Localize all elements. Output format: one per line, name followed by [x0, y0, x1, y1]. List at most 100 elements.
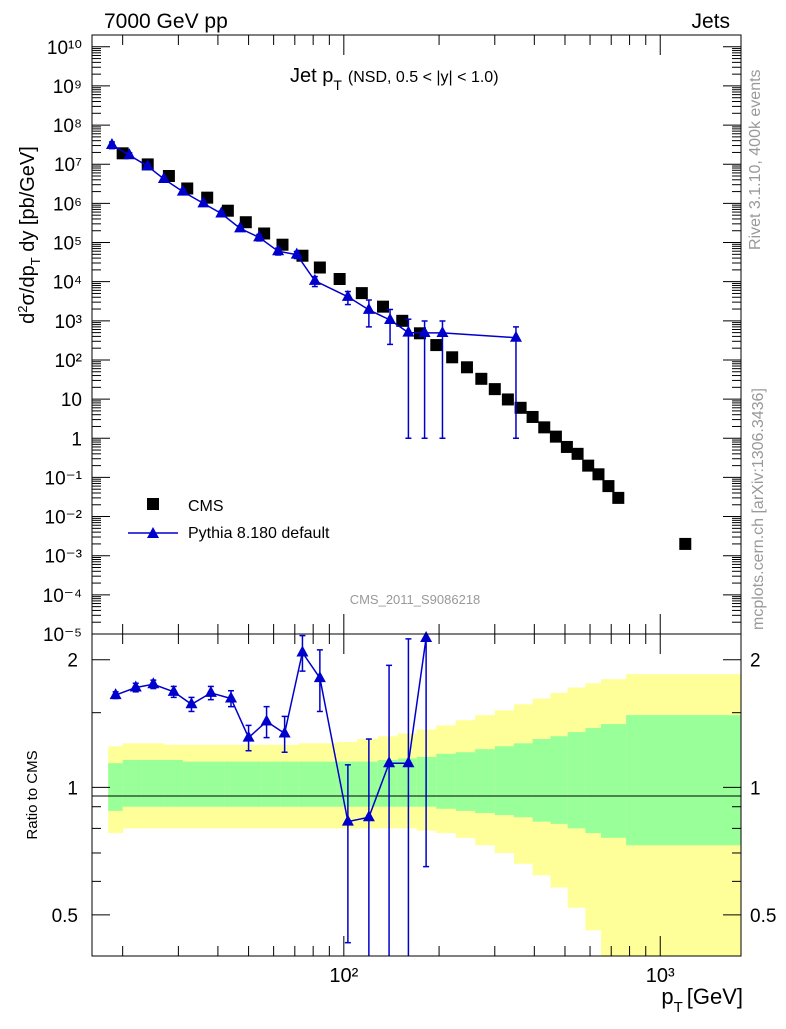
cms-point	[396, 314, 409, 327]
y-tick-label: 10⁻¹	[45, 468, 83, 489]
inner-band-bin	[626, 715, 742, 846]
y-tick-label: 10⁷	[54, 155, 82, 176]
cms-point	[582, 459, 595, 472]
inner-band-bin	[356, 761, 379, 807]
inner-band-bin	[397, 758, 418, 807]
x-axis-label: pT [GeV]	[661, 984, 743, 1016]
ratio-point	[313, 671, 326, 683]
inner-band-bin	[182, 761, 204, 807]
pythia-point	[362, 302, 375, 314]
ratio-point	[167, 684, 180, 696]
inner-band-bin	[203, 761, 226, 807]
ratio-point	[278, 726, 291, 738]
cms-point	[355, 287, 368, 300]
inner-band-bin	[242, 761, 263, 807]
pythia-point	[157, 171, 170, 183]
pythia-point	[402, 325, 415, 337]
y-tick-label: 10³	[55, 312, 82, 333]
inner-band-bin	[532, 739, 552, 822]
y-tick-label: 10⁻⁴	[43, 586, 82, 607]
ratio-y-tick-label-right: 1	[750, 778, 761, 799]
inner-band-bin	[436, 753, 457, 809]
inner-band-bin	[298, 761, 318, 807]
y-tick-label: 10⁶	[53, 194, 82, 215]
inner-band-bin	[108, 763, 124, 811]
cms-point	[333, 273, 346, 286]
y-axis-label: d2σ/dpT dy [pb/GeV]	[15, 146, 43, 324]
legend[interactable]: CMS Pythia 8.180 default	[128, 498, 330, 542]
cms-point	[592, 468, 605, 481]
ratio-point	[109, 688, 122, 700]
cms-point	[446, 351, 459, 364]
cms-point	[549, 430, 562, 443]
ratio-point	[383, 756, 396, 768]
y-tick-label: 10	[61, 390, 82, 411]
cms-point	[501, 393, 514, 406]
svg-text:Jet pT(NSD, 0.5 < |y| < 1.0): Jet pT (NSD, 0.5 < |y| < 1.0)	[290, 65, 499, 93]
cms-point	[475, 372, 488, 385]
inner-band-bin	[455, 752, 476, 811]
ratio-uncertainty-bands	[108, 674, 742, 956]
pythia-point	[253, 230, 266, 242]
inner-band-bin	[585, 728, 602, 834]
cms-point	[560, 440, 573, 453]
series-pythia	[105, 137, 522, 440]
pythia-point	[272, 244, 285, 256]
ratio-y-tick-label: 2	[67, 651, 78, 672]
legend-pythia-marker	[147, 527, 159, 538]
ratio-point	[225, 691, 238, 703]
main-axis-ticks: 10¹⁰ 10⁹ 10⁸ 10⁷ 10⁶ 10⁵ 10⁴ 10³ 10² 10 1 10⁻¹ 10⁻² 1…	[43, 35, 741, 646]
y-tick-label: 10⁻³	[45, 547, 83, 568]
legend-pythia-label: Pythia 8.180 default	[188, 525, 330, 542]
pythia-point	[384, 312, 397, 324]
inner-band-bin	[122, 760, 143, 807]
cms-point	[488, 383, 501, 396]
y-tick-label: 10⁸	[53, 116, 82, 137]
series-ratio	[109, 631, 433, 956]
y-tick-label: 10⁵	[53, 234, 82, 255]
header-right: Jets	[691, 10, 730, 33]
header-left: 7000 GeV pp	[104, 10, 228, 33]
cms-point	[430, 339, 443, 352]
pythia-point	[290, 247, 303, 259]
inner-band-bin	[141, 760, 165, 807]
pythia-point	[234, 221, 247, 233]
ratio-axis-ticks: 10² 10³ 2 2 1 1 0.5 0.5	[52, 634, 776, 987]
y-tick-label: 10¹⁰	[47, 38, 82, 59]
inner-band-bin	[550, 736, 569, 824]
ratio-plot-frame	[91, 633, 742, 957]
inner-band-bin	[567, 732, 586, 829]
inner-band-bin	[224, 761, 244, 807]
y-tick-label: 10⁴	[53, 273, 82, 294]
ratio-point	[296, 645, 309, 657]
inner-band-bin	[475, 749, 496, 813]
ratio-y-tick-label: 1	[67, 778, 78, 799]
legend-cms-label: CMS	[188, 498, 224, 515]
y-tick-label: 10⁻⁵	[43, 625, 82, 646]
pythia-point	[341, 289, 354, 301]
inner-band-bin	[261, 761, 281, 807]
pythia-point	[123, 148, 136, 160]
inner-band-bin	[513, 743, 534, 818]
mcplots-label: mcplots.cern.ch [arXiv:1306.3436]	[750, 388, 767, 630]
ratio-point	[147, 677, 160, 689]
inner-band-bin	[163, 760, 184, 807]
pythia-point	[308, 273, 321, 285]
inner-band-bin	[377, 760, 399, 807]
x-tick-label: 10³	[646, 965, 675, 987]
y-tick-label: 10²	[55, 351, 82, 372]
pythia-point	[141, 159, 154, 171]
ratio-y-tick-label-right: 2	[750, 651, 761, 672]
ratio-point	[341, 814, 354, 826]
pythia-point	[176, 184, 189, 196]
cms-point	[377, 300, 390, 313]
pythia-point	[418, 325, 431, 337]
cms-point	[538, 421, 551, 434]
inner-band-bin	[494, 746, 515, 816]
pythia-point	[105, 137, 118, 149]
cms-point	[313, 261, 326, 274]
ratio-point	[204, 685, 217, 697]
ratio-y-axis-label: Ratio to CMS	[24, 750, 41, 839]
ratio-point	[362, 810, 375, 822]
